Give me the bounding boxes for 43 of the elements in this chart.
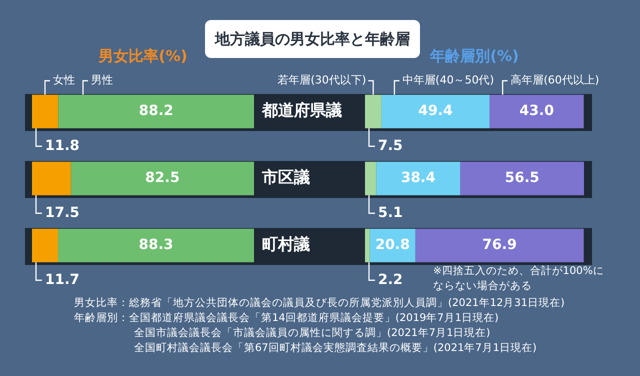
bar [415,228,584,262]
bar [32,162,71,196]
bar [365,162,376,196]
data-label: 11.7 [45,272,80,288]
series-label: 男性 [91,74,113,87]
series-label: 高年層(60代以上) [510,74,600,87]
data-label: 49.4 [418,103,454,120]
bar [32,228,58,262]
data-label: 7.5 [378,138,403,154]
bar [365,228,370,262]
y-tick-label: 市区議 [261,168,310,187]
data-label: 17.5 [45,204,80,221]
text: 全国市議会議長会「市議会議員の属性に関する調」(2021年7月1日現在) [133,326,492,341]
data-label: 88.3 [138,237,174,254]
data-label: 2.2 [378,272,403,288]
chart-title: 男女比率(%) [98,47,188,66]
data-label: 43.0 [519,103,554,120]
series-label: 中年層(40～50代) [402,74,494,87]
bar [490,94,584,128]
data-label: 76.9 [482,237,517,254]
y-tick-label: 都道府県議 [261,100,342,120]
bar [32,94,58,128]
data-label: 56.5 [504,170,540,186]
bar [376,162,460,196]
text: 男女比率：総務省「地方公共団体の議会の議員及び長の所属党派別人員調」(2021年12月31日現在) [74,296,565,311]
bar [381,94,490,128]
data-label: 5.1 [378,204,403,221]
data-label: 38.4 [400,170,436,186]
series-label: 若年層(30代以下) [278,74,366,87]
bar [70,162,254,196]
chart-title: 年齢層別(%) [430,47,519,66]
bar [365,94,382,128]
data-label: 88.2 [138,103,174,120]
annotation: ※四捨五入のため、合計が100%にならない場合がある [433,264,605,294]
data-label: 11.8 [45,138,80,154]
series-label: 女性 [53,74,75,87]
text: 地方議員の男女比率と年齢層 [205,20,420,58]
text: 年齢層別：全国都道府県議会議長会「第14回都道府県議会提要」(2019年7月1日現在) [74,311,500,326]
text: 全国町村議会議長会「第67回町村議会実態調査結果の概要」(2021年7月1日現在) [133,341,538,356]
data-label: 20.8 [375,237,410,254]
data-label: 82.5 [145,170,180,186]
y-tick-label: 町村議 [262,234,310,254]
bar [460,162,584,196]
